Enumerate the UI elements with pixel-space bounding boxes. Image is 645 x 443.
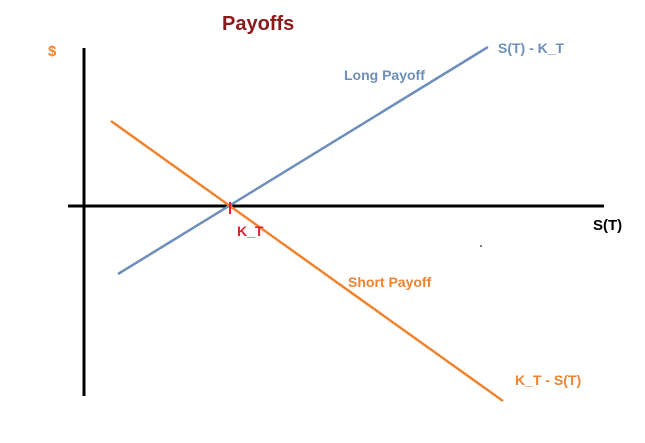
- short-payoff-line: [110, 119, 504, 403]
- y-axis-label: $: [48, 43, 57, 60]
- stray-dot: [480, 245, 482, 247]
- long-payoff-line: [117, 45, 489, 276]
- x-axis-label: S(T): [593, 217, 622, 234]
- short-end-label: K_T - S(T): [515, 372, 581, 388]
- strike-label: K_T: [237, 223, 264, 239]
- long-end-label: S(T) - K_T: [498, 40, 565, 56]
- long-payoff-label: Long Payoff: [344, 67, 425, 83]
- short-payoff-label: Short Payoff: [348, 274, 432, 290]
- chart-title: Payoffs: [222, 13, 294, 35]
